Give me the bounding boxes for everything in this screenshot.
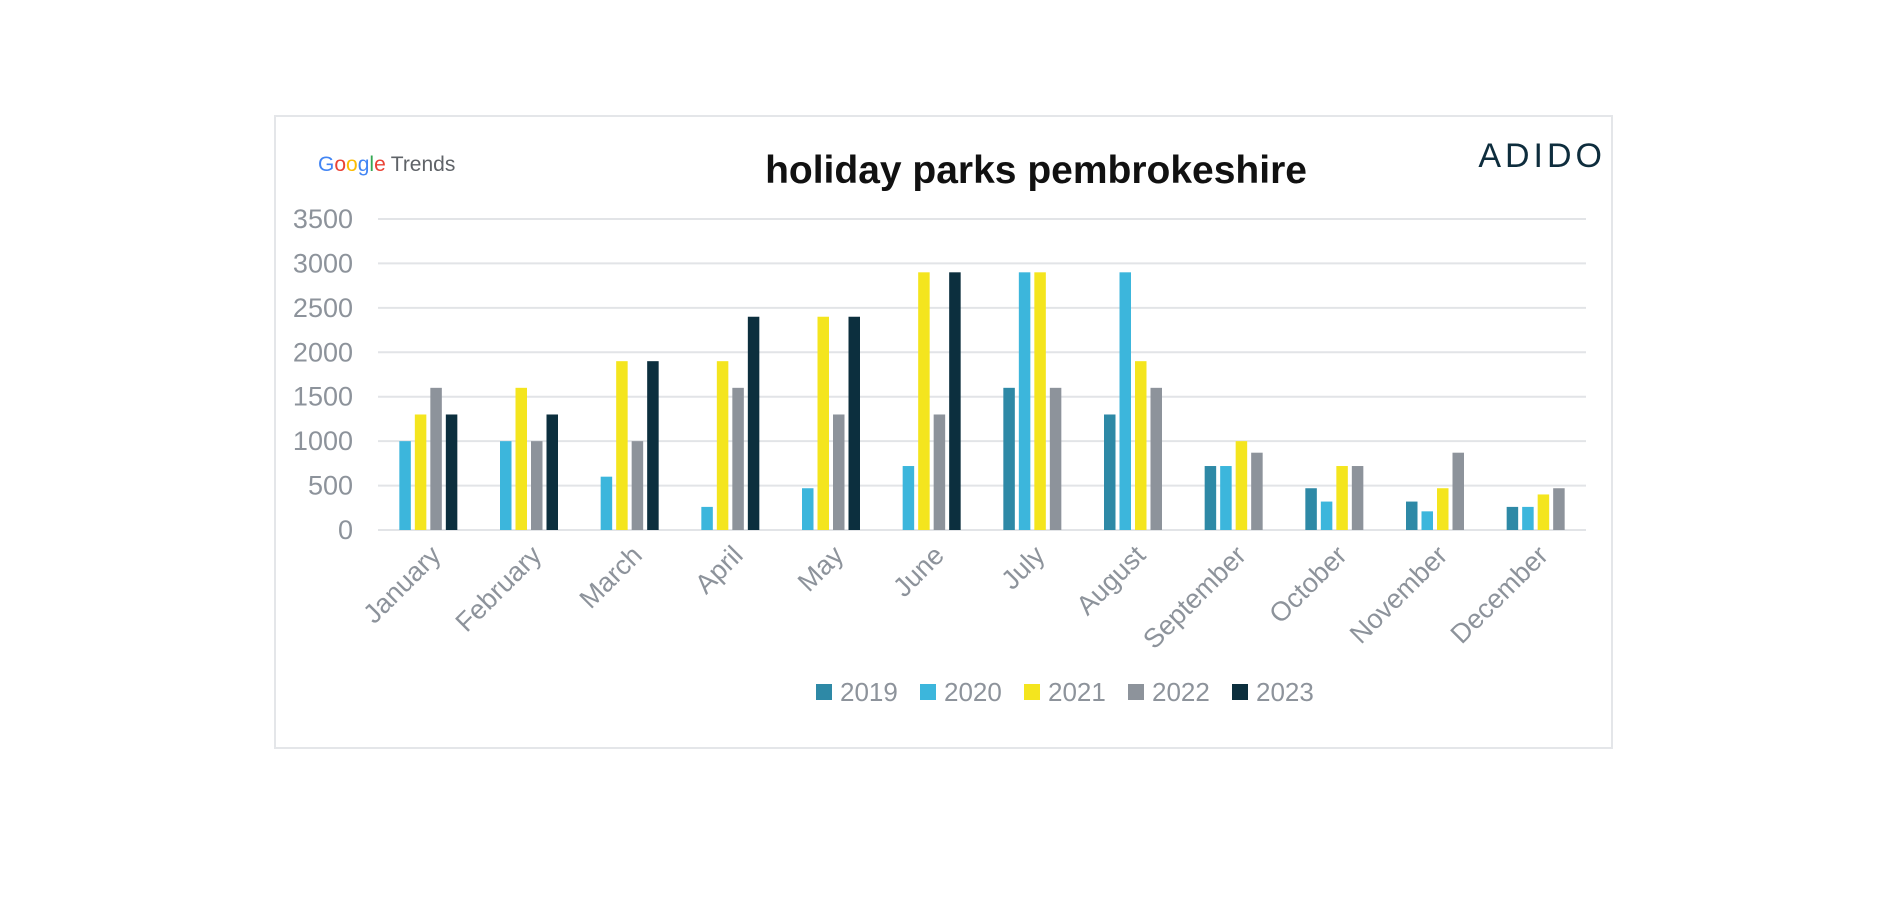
x-tick-label: January: [357, 540, 446, 629]
bar-march-2023: [647, 361, 659, 530]
bar-may-2021: [817, 316, 829, 530]
y-axis-ticks: 0 500 1000 1500 2000 2500 3000 3500: [293, 204, 353, 545]
google-letter: o: [334, 153, 346, 176]
legend-label-2020: 2020: [944, 677, 1002, 707]
y-tick-label: 3000: [293, 248, 353, 278]
bar-december-2021: [1537, 494, 1550, 530]
bar-july-2019: [1003, 387, 1015, 530]
bar-august-2020: [1119, 272, 1131, 530]
bars: [399, 272, 1565, 530]
bar-august-2019: [1104, 414, 1116, 530]
bar-january-2020: [399, 441, 411, 530]
bar-february-2021: [515, 387, 527, 530]
y-tick-label: 500: [308, 471, 353, 501]
bar-february-2020: [500, 441, 512, 530]
bar-august-2022: [1150, 387, 1162, 530]
x-tick-label: May: [792, 540, 850, 598]
google-letter: e: [374, 153, 386, 176]
legend: 2019 2020 2021 2022 2023: [816, 677, 1314, 707]
bar-september-2021: [1235, 441, 1248, 530]
x-tick-label: August: [1071, 540, 1152, 621]
adido-logo: ADIDO: [1478, 137, 1606, 175]
gridlines: [378, 218, 1586, 531]
bar-may-2020: [802, 488, 814, 530]
legend-swatch-2023: [1232, 684, 1248, 700]
bar-august-2021: [1135, 361, 1147, 530]
x-tick-label: February: [450, 540, 548, 638]
bar-june-2020: [902, 466, 915, 530]
legend-label-2023: 2023: [1256, 677, 1314, 707]
x-tick-label: April: [689, 540, 748, 599]
bar-december-2022: [1553, 488, 1565, 530]
chart-card: Google Trends holiday parks pembrokeshire…: [274, 115, 1613, 749]
bar-november-2022: [1452, 452, 1464, 530]
bar-december-2020: [1522, 506, 1534, 530]
legend-swatch-2019: [816, 684, 832, 700]
bar-april-2020: [701, 506, 713, 530]
bar-april-2023: [747, 316, 760, 530]
x-tick-label: March: [574, 540, 648, 614]
chart: Google Trends holiday parks pembrokeshire…: [293, 137, 1606, 707]
google-trends-logo: Google Trends: [318, 153, 455, 176]
bar-october-2020: [1320, 501, 1333, 530]
bar-september-2022: [1251, 452, 1263, 530]
y-tick-label: 2000: [293, 337, 353, 367]
bar-july-2020: [1018, 272, 1031, 530]
bar-july-2022: [1049, 387, 1062, 530]
x-tick-label: November: [1344, 540, 1453, 649]
bar-january-2021: [414, 414, 427, 530]
google-letter: G: [318, 153, 334, 176]
bar-october-2021: [1336, 466, 1348, 530]
google-letter: l: [369, 153, 374, 176]
bar-may-2022: [833, 414, 845, 530]
bar-december-2019: [1506, 506, 1519, 530]
google-letter: o: [346, 153, 358, 176]
legend-swatch-2021: [1024, 684, 1040, 700]
bar-october-2022: [1351, 466, 1364, 530]
bar-february-2023: [546, 414, 558, 530]
bar-april-2021: [716, 361, 729, 530]
legend-label-2022: 2022: [1152, 677, 1210, 707]
bar-september-2020: [1220, 466, 1232, 530]
legend-label-2021: 2021: [1048, 677, 1106, 707]
bar-november-2019: [1406, 501, 1418, 530]
google-letter: g: [358, 153, 370, 176]
bar-may-2023: [848, 316, 860, 530]
trends-label: Trends: [391, 153, 456, 176]
x-tick-label: June: [887, 540, 950, 603]
chart-title: holiday parks pembrokeshire: [765, 149, 1307, 192]
bar-january-2022: [430, 387, 442, 530]
y-tick-label: 0: [338, 515, 353, 545]
y-tick-label: 1000: [293, 426, 353, 456]
y-tick-label: 2500: [293, 293, 353, 323]
bar-february-2022: [531, 441, 543, 530]
x-tick-label: December: [1445, 540, 1554, 649]
bar-march-2020: [600, 476, 613, 530]
bar-july-2021: [1034, 272, 1046, 530]
legend-swatch-2020: [920, 684, 936, 700]
x-axis-ticks: January February March April May June July Augu…: [357, 540, 1553, 655]
bar-april-2022: [732, 387, 744, 530]
bar-june-2021: [918, 272, 930, 530]
legend-label-2019: 2019: [840, 677, 898, 707]
bar-november-2020: [1421, 511, 1433, 530]
bar-march-2022: [631, 441, 644, 530]
x-tick-label: July: [995, 540, 1051, 596]
bar-october-2019: [1305, 488, 1317, 530]
bar-january-2023: [445, 414, 458, 530]
bar-november-2021: [1437, 488, 1449, 530]
bar-march-2021: [616, 361, 628, 530]
y-tick-label: 1500: [293, 382, 353, 412]
legend-swatch-2022: [1128, 684, 1144, 700]
x-tick-label: October: [1263, 540, 1352, 629]
y-tick-label: 3500: [293, 204, 353, 234]
bar-june-2023: [949, 272, 961, 530]
bar-september-2019: [1204, 466, 1217, 530]
x-tick-label: September: [1137, 540, 1252, 655]
bar-june-2022: [933, 414, 946, 530]
